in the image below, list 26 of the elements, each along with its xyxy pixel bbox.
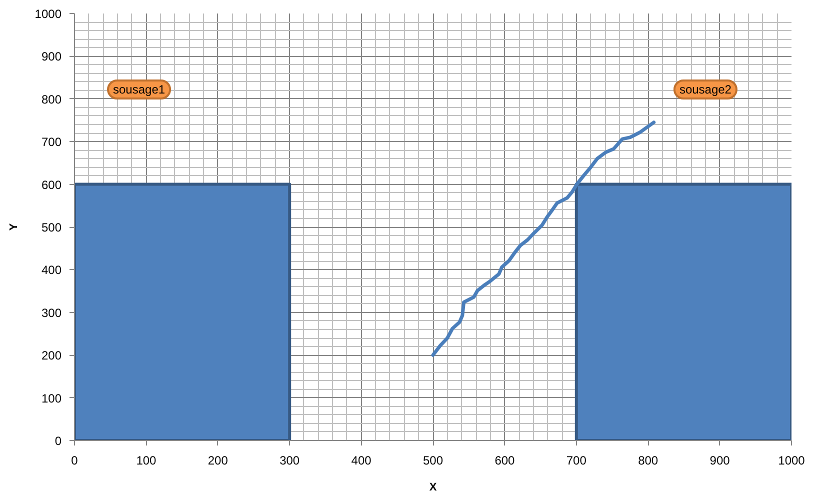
y-tick-label: 800 [41,92,62,106]
x-tick-label: 700 [566,454,587,468]
x-tick-label: 300 [280,454,300,468]
x-tick-label: 800 [638,454,658,468]
annotation: sousage1 [113,82,166,97]
y-axis-title: Y [8,222,20,231]
y-tick-label: 1000 [34,7,62,21]
y-tick-label: 100 [41,391,62,406]
x-tick-label: 0 [71,454,78,468]
x-tick-label: 600 [494,454,516,468]
y-tick-label: 300 [41,306,62,320]
y-tick-label: 500 [41,220,62,234]
x-tick-label: 900 [710,454,730,468]
x-tick-label: 200 [208,454,228,468]
x-tick-label: 100 [136,454,157,468]
x-tick-label: 500 [422,454,444,468]
x-tick-label: 400 [351,454,372,468]
annotation: sousage2 [679,82,732,97]
y-tick-label: 200 [41,348,62,363]
y-tick-label: 900 [41,50,62,64]
y-tick-label: 600 [41,178,62,192]
x-tick-label: 1000 [778,454,806,468]
y-tick-label: 400 [41,263,62,278]
y-tick-label: 700 [41,135,62,150]
x-axis-title: X [429,482,438,494]
y-tick-label: 0 [54,434,62,448]
